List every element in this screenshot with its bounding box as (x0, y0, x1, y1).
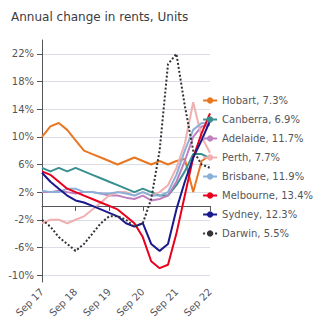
svg-text:-6%: -6% (15, 242, 34, 253)
svg-text:-2%: -2% (15, 214, 34, 225)
svg-text:Canberra, 6.9%: Canberra, 6.9% (222, 114, 300, 125)
svg-text:Sep 22: Sep 22 (182, 286, 214, 318)
svg-text:18%: 18% (12, 76, 34, 87)
svg-text:Adelaide, 11.7%: Adelaide, 11.7% (222, 133, 303, 144)
svg-text:Melbourne, 13.4%: Melbourne, 13.4% (222, 190, 313, 201)
svg-text:Perth, 7.7%: Perth, 7.7% (222, 152, 280, 163)
svg-text:Sep 21: Sep 21 (148, 286, 180, 318)
svg-text:22%: 22% (12, 48, 34, 59)
svg-text:2%: 2% (18, 187, 34, 198)
svg-text:Hobart, 7.3%: Hobart, 7.3% (222, 95, 288, 106)
svg-text:Sep 20: Sep 20 (114, 286, 146, 318)
svg-text:Sydney, 12.3%: Sydney, 12.3% (222, 209, 297, 220)
svg-text:-10%: -10% (8, 270, 34, 281)
svg-text:14%: 14% (12, 104, 34, 115)
svg-text:Sep 19: Sep 19 (81, 286, 113, 318)
svg-text:10%: 10% (12, 131, 34, 142)
svg-text:Annual change in rents, Units: Annual change in rents, Units (11, 10, 188, 24)
svg-text:6%: 6% (18, 159, 34, 170)
svg-text:Brisbane, 11.9%: Brisbane, 11.9% (222, 171, 304, 182)
svg-text:Darwin, 5.5%: Darwin, 5.5% (222, 228, 289, 239)
svg-text:Sep 17: Sep 17 (14, 286, 46, 318)
svg-text:Sep 18: Sep 18 (47, 286, 79, 318)
